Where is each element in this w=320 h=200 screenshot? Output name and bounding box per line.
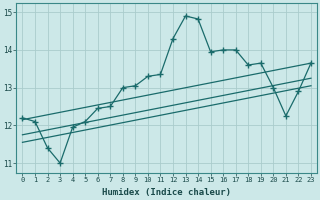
- X-axis label: Humidex (Indice chaleur): Humidex (Indice chaleur): [102, 188, 231, 197]
